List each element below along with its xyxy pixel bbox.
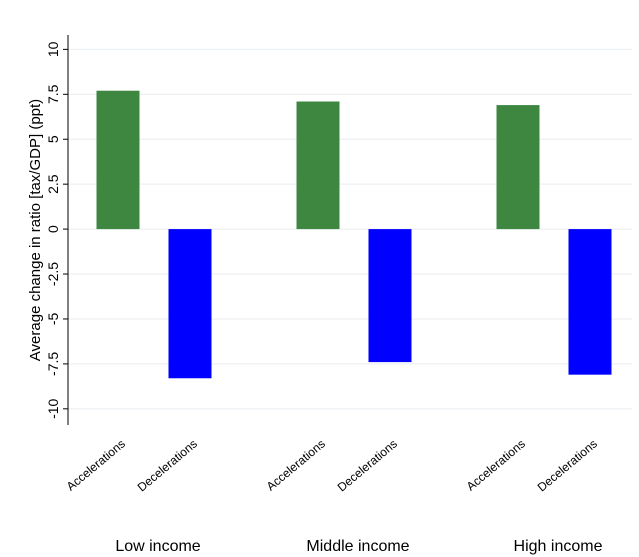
y-tick-label: -2.5 xyxy=(45,262,61,286)
y-tick-label: 2.5 xyxy=(45,174,61,194)
y-axis-title: Average change in ratio [tax/GDP] (ppt) xyxy=(27,99,44,361)
group-label: Middle income xyxy=(306,538,409,555)
bar xyxy=(568,229,612,375)
bar xyxy=(368,229,412,363)
y-tick-label: 5 xyxy=(45,135,61,143)
y-tick-label: 0 xyxy=(45,225,61,233)
y-tick-label: 7.5 xyxy=(45,84,61,104)
y-tick-label: -10 xyxy=(45,398,61,418)
y-tick-label: 10 xyxy=(45,41,61,57)
bar xyxy=(296,101,340,230)
bar xyxy=(168,229,212,379)
group-label: Low income xyxy=(115,538,200,555)
bar xyxy=(496,105,540,230)
y-tick-label: -7.5 xyxy=(45,352,61,376)
y-tick-label: -5 xyxy=(45,313,61,326)
bar xyxy=(96,90,140,230)
group-label: High income xyxy=(514,538,603,555)
